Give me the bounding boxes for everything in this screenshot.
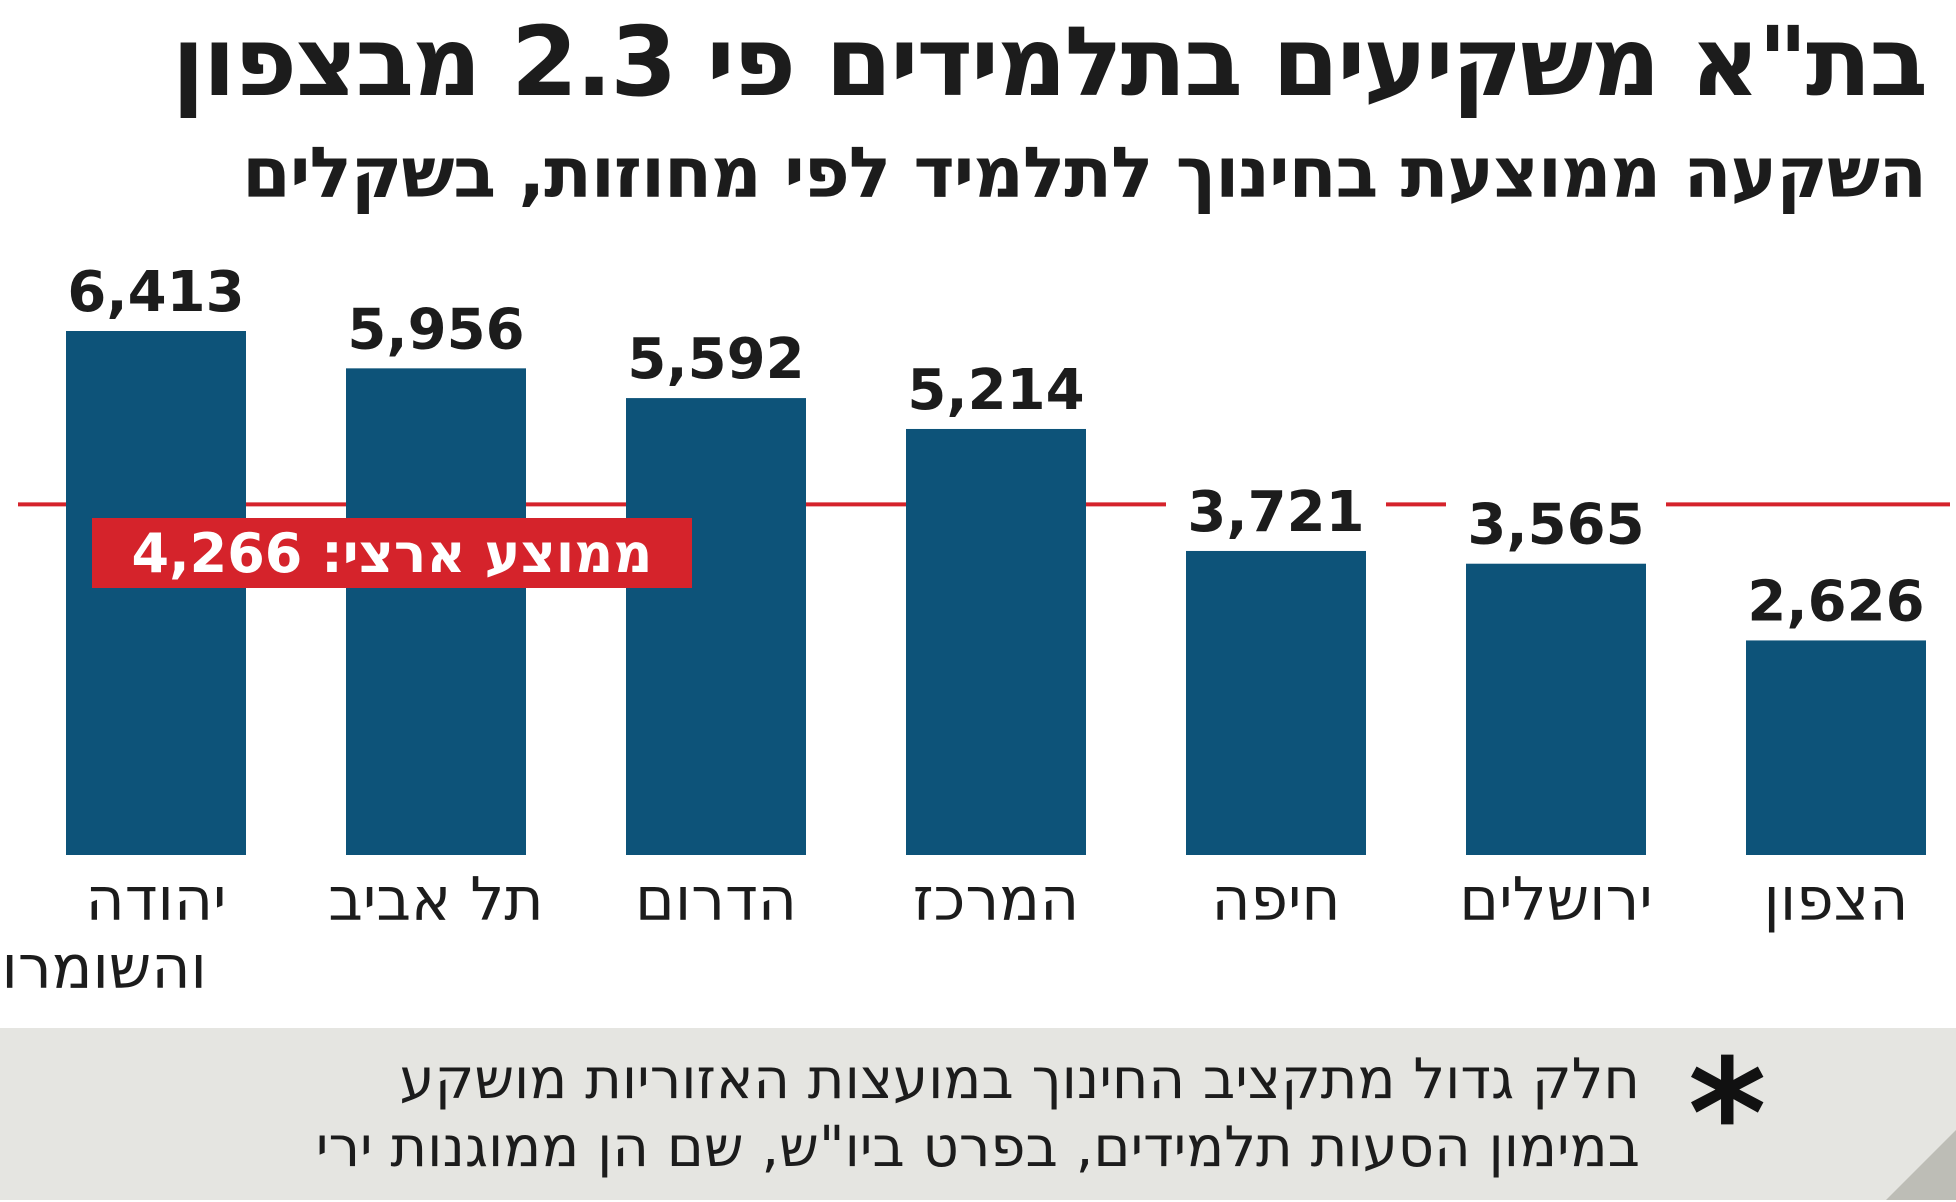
value-label-backdrop	[326, 294, 546, 361]
bar-value-label: 5,956	[347, 297, 524, 362]
value-label-backdrop	[886, 354, 1106, 421]
bar	[1466, 563, 1646, 855]
value-label-backdrop	[1446, 489, 1666, 556]
chart-subtitle: השקעה ממוצעת בחינוך לתלמיד לפי מחוזות, ב…	[242, 132, 1927, 214]
category-label: ירושלים	[1459, 865, 1652, 935]
bar-value-label: 2,626	[1747, 569, 1924, 634]
value-label-backdrop	[1166, 476, 1386, 543]
bar-value-label: 5,592	[627, 327, 804, 392]
bar	[66, 331, 246, 855]
bar	[346, 368, 526, 855]
average-label: ממוצע ארצי: 4,266	[132, 522, 653, 585]
category-label: והשומרון	[0, 933, 207, 1003]
bar-value-label: 3,565	[1467, 493, 1644, 558]
category-label: תל אביב	[328, 865, 544, 935]
bar-value-label: 3,721	[1187, 480, 1364, 545]
value-label-backdrop	[1726, 566, 1946, 633]
category-label: הדרום	[635, 865, 797, 935]
asterisk-icon: *	[1688, 1028, 1767, 1202]
bar-value-label: 6,413	[67, 260, 244, 325]
footer-corner-stripe	[1886, 1130, 1956, 1200]
bar	[1186, 550, 1366, 855]
footnote-text: חלק גדול מתקציב החינוך במועצות האזוריות …	[316, 1046, 1640, 1182]
value-label-backdrop	[606, 324, 826, 391]
bar	[1746, 640, 1926, 855]
bar	[906, 428, 1086, 855]
bar-value-label: 5,214	[907, 358, 1084, 423]
category-label: חיפה	[1211, 865, 1340, 935]
footnote-panel	[0, 1028, 1956, 1200]
category-label: יהודה	[86, 865, 227, 935]
chart-title: בת"א משקיעים בתלמידים פי 2.3 מבצפון	[171, 6, 1928, 118]
category-label: המרכז	[913, 865, 1079, 935]
category-label: הצפון	[1764, 865, 1909, 935]
value-label-backdrop	[46, 257, 266, 323]
footnote-line-2: במימון הסעות תלמידים, בפרט ביו"ש, שם הן …	[315, 1115, 1640, 1180]
bar	[626, 398, 806, 855]
footnote-line-1: חלק גדול מתקציב החינוך במועצות האזוריות …	[399, 1047, 1640, 1112]
average-label-box	[92, 518, 692, 588]
